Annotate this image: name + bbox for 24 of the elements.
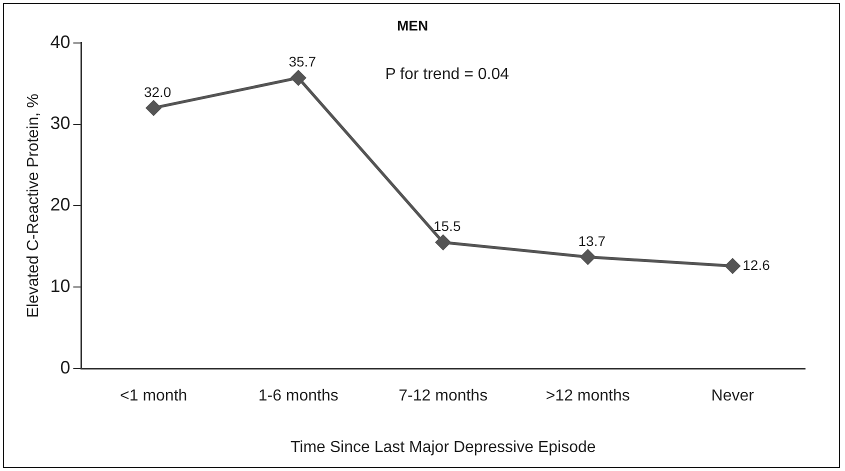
x-tick-label: 7-12 months (398, 388, 488, 405)
point (146, 100, 162, 116)
annotation: P for trend = 0.04 (385, 66, 510, 84)
x-axis-title: Time Since Last Major Depressive Episode (290, 438, 596, 456)
x-tick-label: >12 months (546, 388, 630, 405)
text: 15.5 (433, 218, 461, 234)
y-tick-label: 40 (50, 32, 70, 52)
text: 35.7 (288, 54, 316, 70)
y-axis-title: Elevated C-Reactive Protein, % (25, 94, 42, 318)
text: 13.7 (578, 232, 606, 249)
text: 32.0 (144, 84, 172, 100)
y-tick-label: 30 (50, 113, 70, 134)
x-tick-label: Never (711, 388, 755, 405)
y-tick-label: 20 (50, 194, 70, 215)
x-tick-label: 1-6 months (258, 388, 338, 405)
point (580, 250, 596, 265)
x-tick-label: <1 month (120, 388, 188, 405)
chart-title: MEN (396, 17, 428, 34)
y-tick-label: 0 (60, 358, 70, 378)
y-tick-label: 10 (50, 276, 70, 296)
text: 12.6 (742, 256, 770, 273)
point (725, 258, 740, 274)
point (290, 70, 306, 86)
point (436, 234, 451, 250)
